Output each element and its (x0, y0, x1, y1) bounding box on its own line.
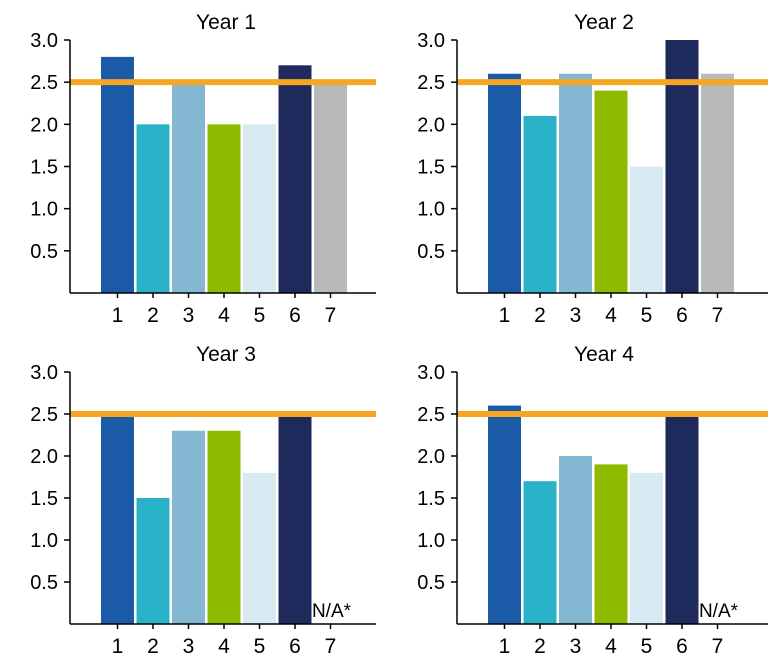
bar-2 (136, 498, 170, 624)
x-tick-label: 1 (112, 304, 124, 327)
bar-1 (101, 414, 134, 624)
y-tick-label: 2.5 (30, 72, 58, 94)
x-tick-label: 2 (147, 304, 159, 327)
y-tick-label: 2.0 (417, 446, 445, 468)
bar-7 (701, 73, 734, 293)
x-tick-label: 6 (676, 635, 688, 656)
chart-panel-2: 0.5 1.0 1.5 2.0 2.5 3.0 1 2 3 4 5 6 7 Year 2 (417, 11, 768, 327)
y-tick-label: 1.0 (30, 199, 58, 221)
x-tick-label: 7 (712, 304, 724, 327)
bar-2 (523, 115, 557, 294)
x-tick-label: 7 (712, 635, 724, 656)
chart-panel-4: 0.5 1.0 1.5 2.0 2.5 3.0 1 2 3 4 5 6 7 N/A* Year 4 (417, 343, 768, 658)
y-tick-label: 0.5 (417, 572, 445, 594)
bar-1 (101, 56, 134, 293)
x-tick-label: 7 (325, 304, 337, 327)
bar-6 (665, 40, 699, 293)
bar-6 (278, 414, 312, 624)
x-tick-label: 4 (605, 304, 617, 327)
x-tick-label: 6 (676, 304, 688, 327)
x-tick-label: 3 (183, 635, 195, 656)
y-tick-label: 0.5 (30, 241, 58, 263)
x-tick-label: 4 (218, 635, 230, 656)
bar-2 (136, 124, 170, 293)
bar-2 (523, 481, 557, 624)
bar-4 (207, 430, 241, 624)
y-tick-label: 0.5 (30, 572, 58, 594)
y-tick-label: 1.0 (30, 530, 58, 552)
na-label: N/A* (699, 601, 739, 622)
chart-title: Year 4 (574, 343, 634, 366)
x-tick-label: 3 (183, 304, 195, 327)
bar-4 (207, 124, 241, 293)
x-tick-label: 1 (499, 635, 511, 656)
x-tick-label: 6 (289, 635, 301, 656)
y-tick-label: 2.5 (30, 404, 58, 426)
x-tick-label: 7 (325, 635, 337, 656)
bar-5 (630, 472, 663, 624)
y-tick-label: 1.5 (417, 488, 445, 510)
y-tick-label: 2.0 (30, 446, 58, 468)
y-tick-label: 0.5 (417, 241, 445, 263)
bar-5 (630, 166, 663, 293)
x-tick-label: 1 (499, 304, 511, 327)
chart-title: Year 1 (196, 11, 256, 34)
bar-3 (172, 430, 205, 624)
y-tick-label: 3.0 (417, 30, 445, 52)
bar-3 (559, 73, 592, 293)
y-tick-label: 2.5 (417, 72, 445, 94)
x-tick-label: 4 (605, 635, 617, 656)
y-tick-label: 1.5 (417, 157, 445, 179)
bar-1 (488, 73, 521, 293)
y-tick-label: 1.5 (30, 157, 58, 179)
y-tick-label: 3.0 (30, 362, 58, 384)
y-tick-label: 2.0 (30, 114, 58, 136)
y-tick-label: 3.0 (30, 30, 58, 52)
bar-7 (314, 82, 347, 294)
bar-3 (559, 456, 592, 624)
y-tick-label: 2.5 (417, 404, 445, 426)
chart-title: Year 2 (574, 11, 634, 34)
bar-1 (488, 405, 521, 624)
chart-title: Year 3 (196, 343, 256, 366)
x-tick-label: 3 (570, 635, 582, 656)
bar-5 (243, 124, 276, 293)
chart-panel-1: 0.5 1.0 1.5 2.0 2.5 3.0 1 2 3 4 5 6 7 Year 1 (30, 11, 376, 327)
x-tick-label: 4 (218, 304, 230, 327)
y-tick-label: 1.0 (417, 199, 445, 221)
bar-6 (278, 65, 312, 293)
y-tick-label: 2.0 (417, 114, 445, 136)
chart-panel-3: 0.5 1.0 1.5 2.0 2.5 3.0 1 2 3 4 5 6 7 N/A* Year 3 (30, 343, 376, 658)
bar-6 (665, 414, 699, 624)
y-tick-label: 3.0 (417, 362, 445, 384)
x-tick-label: 2 (534, 304, 546, 327)
bar-3 (172, 82, 205, 294)
x-tick-label: 5 (641, 304, 653, 327)
x-tick-label: 2 (534, 635, 546, 656)
x-tick-label: 2 (147, 635, 159, 656)
x-tick-label: 5 (641, 635, 653, 656)
bar-4 (594, 90, 628, 293)
bar-4 (594, 464, 628, 624)
x-tick-label: 3 (570, 304, 582, 327)
x-tick-label: 6 (289, 304, 301, 327)
y-tick-label: 1.5 (30, 488, 58, 510)
x-tick-label: 5 (254, 304, 266, 327)
na-label: N/A* (312, 601, 352, 622)
y-tick-label: 1.0 (417, 530, 445, 552)
x-tick-label: 5 (254, 635, 266, 656)
x-tick-label: 1 (112, 635, 124, 656)
bar-5 (243, 472, 276, 624)
